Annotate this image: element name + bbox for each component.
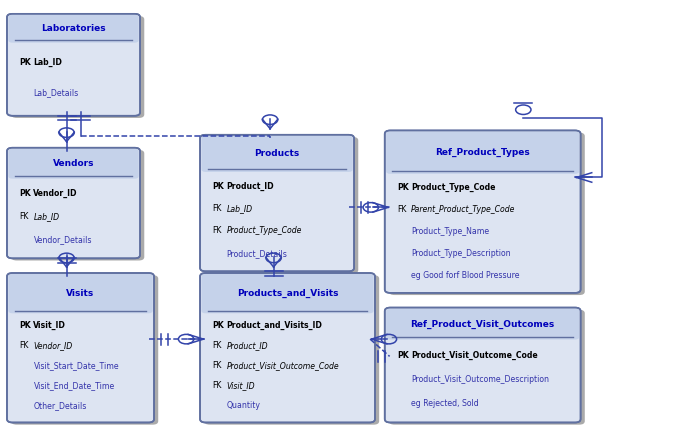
FancyBboxPatch shape (200, 273, 375, 422)
Text: Vendors: Vendors (53, 159, 94, 168)
FancyBboxPatch shape (386, 308, 579, 340)
Text: Lab_ID: Lab_ID (33, 58, 62, 67)
Text: Product_Type_Code: Product_Type_Code (411, 183, 496, 192)
Text: eg Rejected, Sold: eg Rejected, Sold (411, 399, 479, 408)
Text: PK: PK (20, 58, 31, 67)
Text: Products: Products (254, 149, 300, 158)
Text: FK: FK (213, 204, 222, 213)
Text: eg Good forf Blood Pressure: eg Good forf Blood Pressure (411, 271, 520, 280)
FancyBboxPatch shape (8, 15, 139, 43)
FancyBboxPatch shape (11, 16, 144, 118)
FancyBboxPatch shape (389, 310, 585, 425)
FancyBboxPatch shape (385, 130, 581, 293)
Text: Product_and_Visits_ID: Product_and_Visits_ID (227, 321, 323, 330)
Text: Visits: Visits (66, 289, 95, 298)
Text: Lab_ID: Lab_ID (227, 204, 252, 213)
Text: Lab_ID: Lab_ID (33, 212, 59, 221)
Text: Ref_Product_Types: Ref_Product_Types (436, 148, 530, 157)
Text: Parent_Product_Type_Code: Parent_Product_Type_Code (411, 205, 516, 214)
Text: Lab_Details: Lab_Details (33, 88, 79, 97)
Text: Vendor_Details: Vendor_Details (33, 235, 92, 245)
Text: FK: FK (213, 362, 222, 370)
Text: Product_ID: Product_ID (227, 341, 268, 350)
FancyBboxPatch shape (7, 273, 154, 422)
Text: Other_Details: Other_Details (33, 401, 87, 410)
Text: Product_Visit_Outcome_Code: Product_Visit_Outcome_Code (411, 350, 538, 359)
FancyBboxPatch shape (11, 275, 158, 425)
FancyBboxPatch shape (8, 149, 139, 179)
Text: Product_Type_Description: Product_Type_Description (411, 249, 511, 258)
Text: Product_Details: Product_Details (227, 249, 287, 258)
Text: FK: FK (213, 381, 222, 391)
FancyBboxPatch shape (11, 150, 144, 260)
Text: Quantity: Quantity (227, 401, 261, 410)
Text: Visit_End_Date_Time: Visit_End_Date_Time (33, 381, 115, 391)
Text: Product_Visit_Outcome_Description: Product_Visit_Outcome_Description (411, 375, 549, 384)
Text: FK: FK (213, 341, 222, 350)
Text: Product_Type_Code: Product_Type_Code (227, 226, 302, 235)
Text: PK: PK (213, 321, 224, 330)
FancyBboxPatch shape (386, 131, 579, 174)
FancyBboxPatch shape (7, 14, 140, 116)
FancyBboxPatch shape (385, 308, 581, 422)
Text: PK: PK (213, 181, 224, 191)
FancyBboxPatch shape (201, 136, 353, 172)
Text: FK: FK (397, 205, 406, 214)
Text: Product_Visit_Outcome_Code: Product_Visit_Outcome_Code (227, 362, 339, 370)
FancyBboxPatch shape (8, 274, 153, 313)
FancyBboxPatch shape (7, 148, 140, 258)
Text: Ref_Product_Visit_Outcomes: Ref_Product_Visit_Outcomes (411, 319, 555, 329)
Text: Products_and_Visits: Products_and_Visits (237, 289, 338, 298)
Text: Visit_ID: Visit_ID (33, 321, 66, 330)
Text: Product_Type_Name: Product_Type_Name (411, 227, 489, 236)
Text: Visit_ID: Visit_ID (227, 381, 255, 391)
Text: Product_ID: Product_ID (227, 181, 274, 191)
FancyBboxPatch shape (204, 275, 379, 425)
Text: PK: PK (397, 350, 409, 359)
Text: Visit_Start_Date_Time: Visit_Start_Date_Time (33, 362, 119, 370)
Text: PK: PK (20, 321, 31, 330)
Text: Laboratories: Laboratories (41, 24, 106, 33)
FancyBboxPatch shape (389, 133, 585, 295)
Text: PK: PK (397, 183, 409, 192)
Text: FK: FK (213, 226, 222, 235)
Text: Vendor_ID: Vendor_ID (33, 341, 72, 350)
Text: PK: PK (20, 189, 31, 198)
Text: FK: FK (20, 341, 29, 350)
Text: FK: FK (20, 212, 29, 221)
FancyBboxPatch shape (201, 274, 374, 313)
FancyBboxPatch shape (200, 135, 354, 271)
FancyBboxPatch shape (204, 137, 358, 273)
Text: Vendor_ID: Vendor_ID (33, 189, 78, 198)
